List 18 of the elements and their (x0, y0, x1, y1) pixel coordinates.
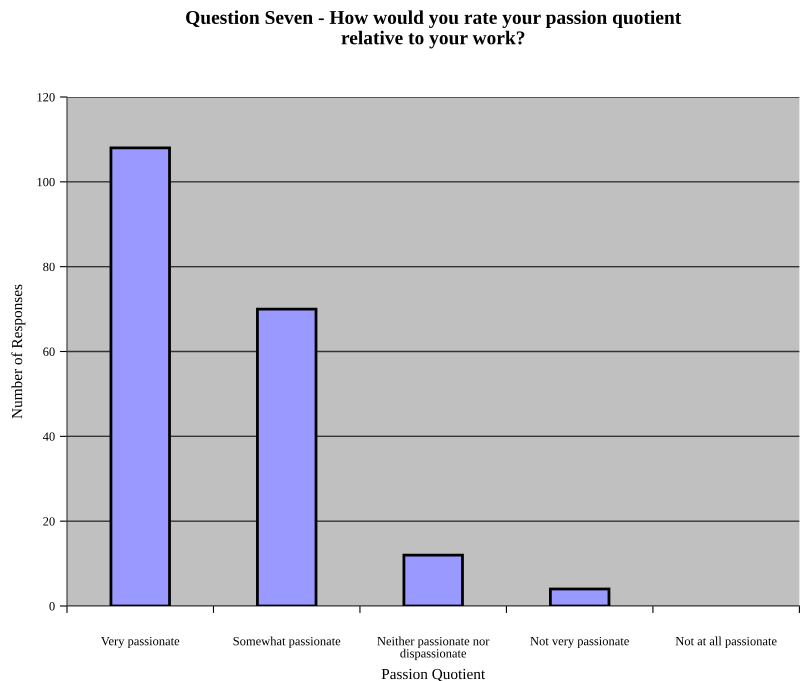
y-tick-label: 100 (38, 178, 55, 186)
y-axis-title: Number of Responses (11, 284, 26, 419)
y-tick-label: 20 (43, 517, 55, 526)
x-tick-label: Somewhat passionate (234, 636, 340, 648)
bar (548, 588, 610, 606)
x-tick-label: Neither passionate nor dispassionate (377, 636, 490, 660)
y-tick-label: 120 (38, 93, 55, 102)
x-tick-label: Very passionate (100, 636, 180, 648)
bar (256, 308, 318, 606)
chart-title: Question Seven - How would you rate your passion quotient relative to your work? (186, 10, 682, 48)
bar (402, 554, 464, 606)
x-tick-label: Not at all passionate (676, 636, 777, 648)
y-tick-label: 60 (43, 348, 55, 356)
bar (110, 146, 171, 606)
x-tick-label: Not very passionate (530, 636, 629, 648)
y-tick-label: 40 (42, 432, 55, 441)
y-tick-label: 0 (49, 602, 55, 610)
y-tick-label: 80 (43, 262, 55, 272)
